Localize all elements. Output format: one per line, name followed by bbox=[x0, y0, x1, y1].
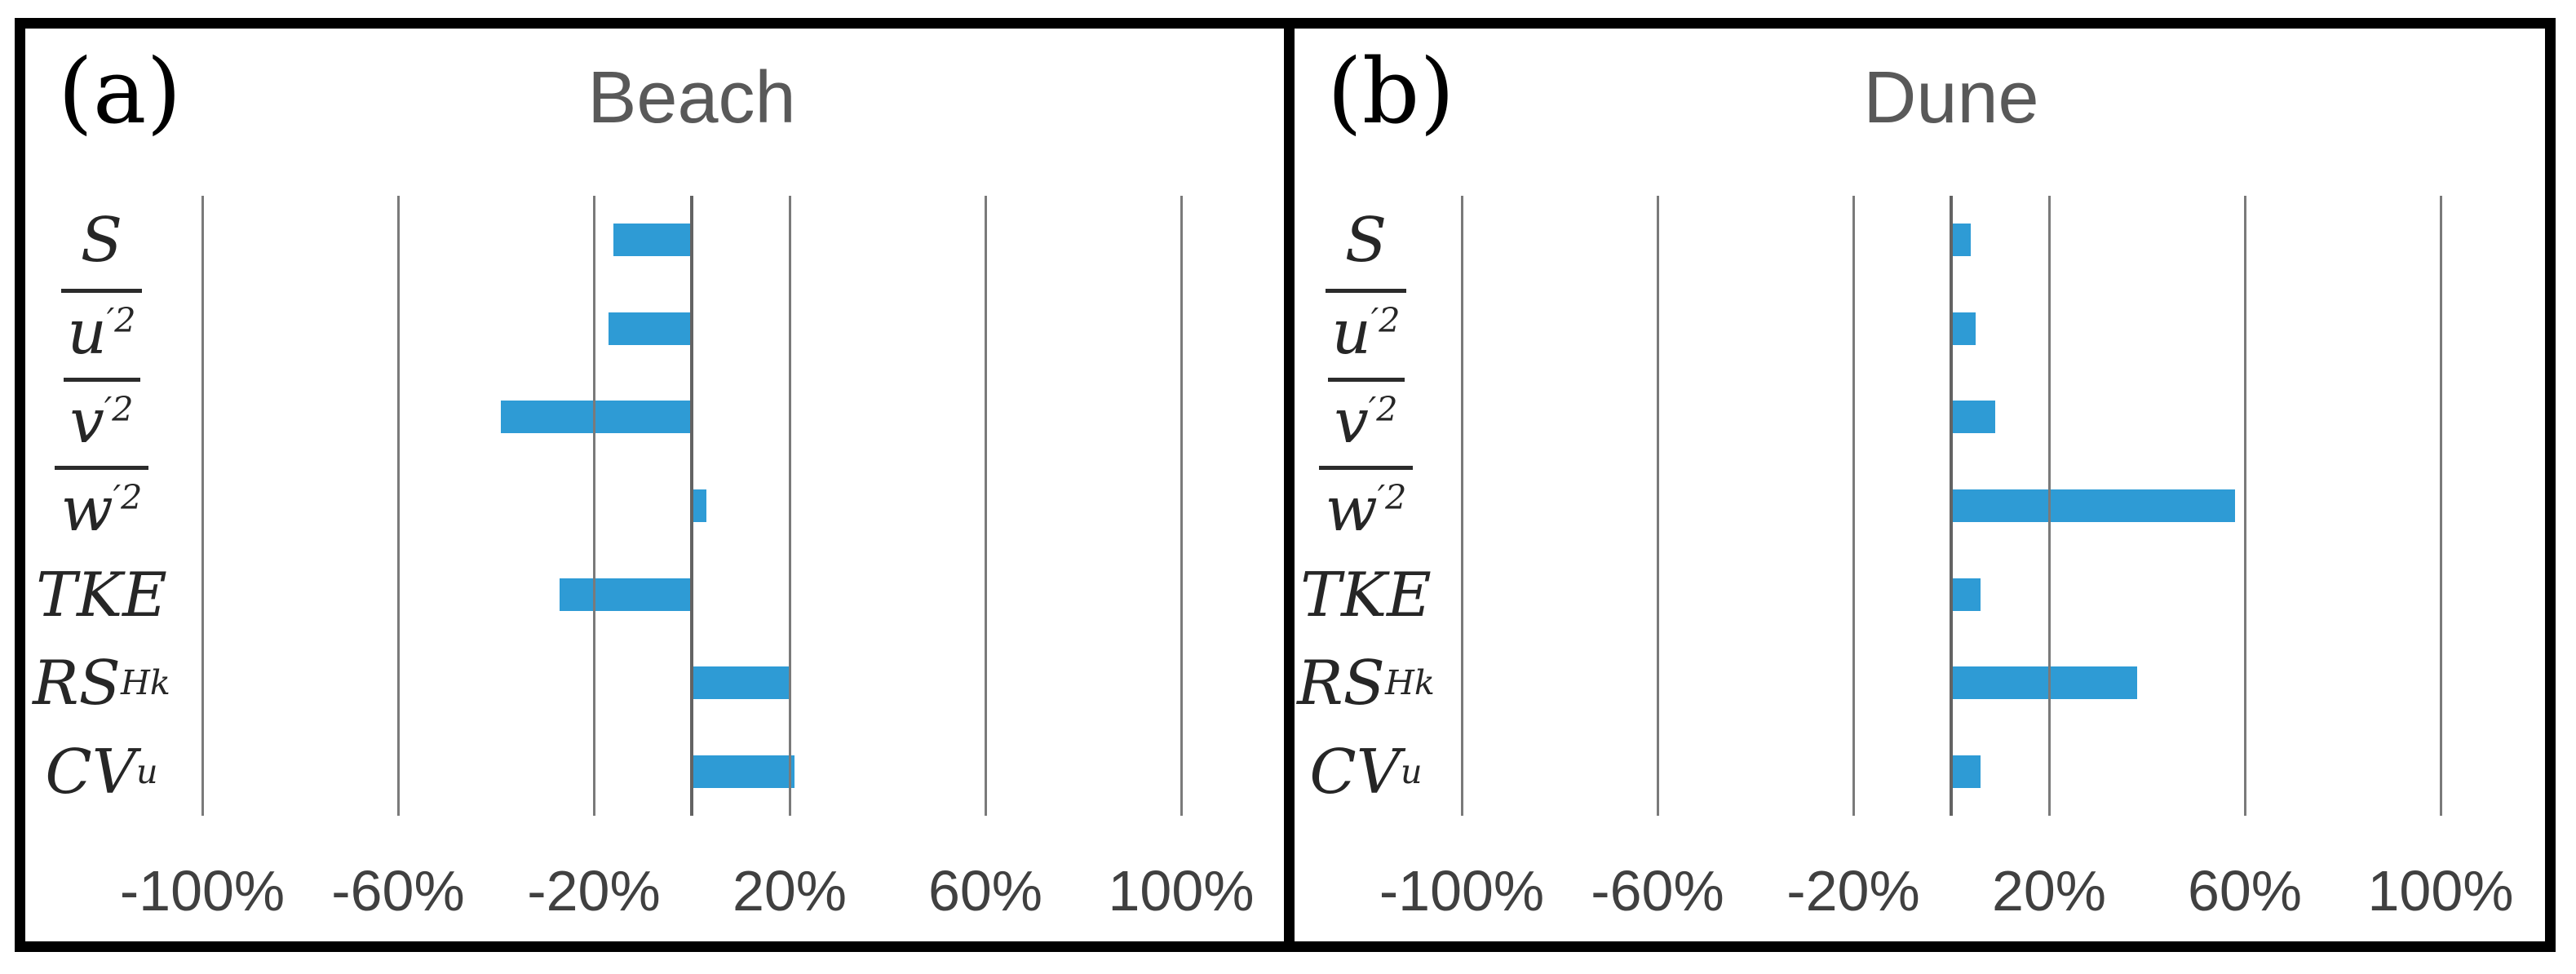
bar-v-2-overbar- bbox=[501, 401, 692, 434]
x-tick-label: -20% bbox=[1786, 859, 1920, 923]
chart-title-dune: Dune bbox=[1863, 57, 2039, 139]
category-label-S: S bbox=[80, 204, 123, 277]
category-label-u-2-overbar-: u′2 bbox=[1295, 285, 1437, 374]
bar-S bbox=[1951, 224, 1971, 257]
category-label-u-2-overbar-: u′2 bbox=[25, 285, 178, 374]
x-tick-label: -60% bbox=[1591, 859, 1724, 923]
gridline-20% bbox=[788, 196, 791, 816]
bar-TKE bbox=[560, 578, 692, 611]
category-label-w-2-overbar-: w′2 bbox=[1295, 462, 1437, 551]
bar-S bbox=[613, 224, 692, 257]
x-tick-label: -100% bbox=[119, 859, 285, 923]
category-label-w-2-overbar-: w′2 bbox=[25, 462, 178, 551]
bar-u-2-overbar- bbox=[609, 312, 692, 345]
gridline-20% bbox=[2047, 196, 2051, 816]
category-label-S: S bbox=[1344, 204, 1388, 277]
x-tick-label: -20% bbox=[527, 859, 661, 923]
x-tick-label: 60% bbox=[2187, 859, 2303, 923]
gridline--60% bbox=[396, 196, 400, 816]
figure-frame bbox=[15, 18, 2556, 952]
x-tick-label: -100% bbox=[1379, 859, 1545, 923]
x-tick-label: 60% bbox=[927, 859, 1043, 923]
bar-RS-Hk bbox=[1951, 666, 2137, 700]
bar-v-2-overbar- bbox=[1951, 401, 1995, 434]
category-label-v-2-overbar-: v′2 bbox=[1295, 373, 1437, 462]
gridline--60% bbox=[1656, 196, 1659, 816]
gridline-100% bbox=[2439, 196, 2442, 816]
x-tick-label: -60% bbox=[331, 859, 465, 923]
bar-w-2-overbar- bbox=[1951, 489, 2235, 522]
category-label-CV-u: CV u bbox=[1309, 735, 1423, 808]
chart-title-beach: Beach bbox=[587, 57, 796, 139]
category-label-TKE: TKE bbox=[1300, 558, 1432, 631]
gridline--100% bbox=[1460, 196, 1463, 816]
x-tick-label: 20% bbox=[1991, 859, 2107, 923]
panel-label-a: (a) bbox=[58, 39, 182, 144]
x-tick-label: 100% bbox=[1108, 859, 1255, 923]
category-label-TKE: TKE bbox=[36, 558, 167, 631]
gridline-60% bbox=[984, 196, 987, 816]
category-label-RS-Hk: RS Hk bbox=[1297, 647, 1435, 719]
gridline-60% bbox=[2243, 196, 2246, 816]
bar-u-2-overbar- bbox=[1951, 312, 1976, 345]
panel-divider bbox=[1284, 18, 1295, 952]
gridline--20% bbox=[592, 196, 595, 816]
category-label-v-2-overbar-: v′2 bbox=[25, 373, 178, 462]
x-tick-label: 20% bbox=[732, 859, 848, 923]
bar-w-2-overbar- bbox=[692, 489, 706, 522]
category-label-RS-Hk: RS Hk bbox=[33, 647, 170, 719]
gridline-100% bbox=[1180, 196, 1183, 816]
bar-RS-Hk bbox=[692, 666, 790, 700]
panel-label-b: (b) bbox=[1327, 39, 1455, 144]
zero-axis-line bbox=[1950, 196, 1953, 816]
gridline--100% bbox=[201, 196, 204, 816]
gridline--20% bbox=[1852, 196, 1855, 816]
bar-CV-u bbox=[692, 755, 794, 788]
bar-CV-u bbox=[1951, 755, 1981, 788]
zero-axis-line bbox=[690, 196, 693, 816]
category-label-CV-u: CV u bbox=[45, 735, 158, 808]
bar-TKE bbox=[1951, 578, 1981, 611]
x-tick-label: 100% bbox=[2367, 859, 2514, 923]
